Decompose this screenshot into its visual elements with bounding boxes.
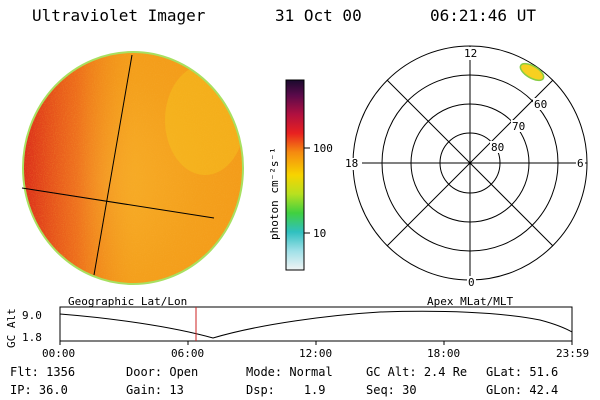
lat-label-60: 60 xyxy=(534,98,547,111)
status-gc-alt: GC Alt: 2.4 Re xyxy=(366,366,467,378)
status-mode-label: Mode: xyxy=(246,365,283,379)
time-tick-2359: 23:59 xyxy=(556,347,589,360)
lat-label-70: 70 xyxy=(512,120,525,133)
status-mode-value: Normal xyxy=(289,365,333,379)
colorbar: 100 10 photon cm⁻²s⁻¹ xyxy=(268,79,333,271)
status-glat-label: GLat: xyxy=(486,365,523,379)
time-tick-0600: 06:00 xyxy=(171,347,204,360)
altitude-curve xyxy=(59,310,573,339)
altitude-axis-label: GC Alt xyxy=(5,308,18,348)
altitude-plot-frame xyxy=(59,306,573,342)
time-tick-1200: 12:00 xyxy=(299,347,332,360)
colorbar-tick-10: 10 xyxy=(313,227,326,240)
time-tick-0000: 00:00 xyxy=(42,347,75,360)
status-ip-value: 36.0 xyxy=(38,383,68,397)
status-ip: IP: 36.0 xyxy=(10,384,68,396)
instrument-title: Ultraviolet Imager xyxy=(32,6,206,25)
status-ip-label: IP: xyxy=(10,383,32,397)
status-flt-value: 1356 xyxy=(46,365,76,379)
altitude-tick-max: 9.0 xyxy=(22,309,42,322)
meridian-line xyxy=(93,54,133,276)
parallel-line xyxy=(21,187,215,219)
apex-mode-label: Apex MLat/MLT xyxy=(427,295,514,308)
colorbar-gradient xyxy=(285,79,305,271)
status-dsp-value: 1.9 xyxy=(303,383,326,397)
status-gc-alt-label: GC Alt: xyxy=(366,365,417,379)
status-door-value: Open xyxy=(169,365,199,379)
time-tick-1800: 18:00 xyxy=(427,347,460,360)
colorbar-tick-100: 100 xyxy=(313,142,333,155)
status-glon-label: GLon: xyxy=(486,383,523,397)
lat-label-80: 80 xyxy=(491,141,504,154)
status-door: Door: Open xyxy=(126,366,198,378)
status-dsp-label: Dsp: xyxy=(246,383,275,397)
auroral-blob xyxy=(519,62,545,82)
status-flt: Flt: 1356 xyxy=(10,366,75,378)
altitude-tick-min: 1.8 xyxy=(22,331,42,344)
status-gain-label: Gain: xyxy=(126,383,163,397)
disk-limb xyxy=(22,51,244,285)
date-label: 31 Oct 00 xyxy=(275,6,362,25)
mlt-label-18: 18 xyxy=(345,157,358,170)
status-gc-alt-value: 2.4 Re xyxy=(423,365,468,379)
status-flt-label: Flt: xyxy=(10,365,39,379)
status-door-label: Door: xyxy=(126,365,163,379)
status-seq: Seq: 30 xyxy=(366,384,417,396)
mlt-label-0: 0 xyxy=(468,276,475,289)
status-mode: Mode: Normal xyxy=(246,366,333,378)
mlt-label-6: 6 xyxy=(577,157,584,170)
status-dsp: Dsp: 1.9 xyxy=(246,384,326,396)
time-label: 06:21:46 UT xyxy=(430,6,536,25)
status-gain-value: 13 xyxy=(169,383,184,397)
status-glon-value: 42.4 xyxy=(529,383,559,397)
mlt-label-12: 12 xyxy=(464,47,477,60)
status-seq-value: 30 xyxy=(402,383,417,397)
status-glat: GLat: 51.6 xyxy=(486,366,558,378)
status-glon: GLon: 42.4 xyxy=(486,384,558,396)
polar-plot: 12 18 6 0 60 70 80 xyxy=(344,45,588,289)
status-seq-label: Seq: xyxy=(366,383,395,397)
geographic-mode-label: Geographic Lat/Lon xyxy=(68,295,188,308)
uv-disk-image xyxy=(21,51,244,285)
status-glat-value: 51.6 xyxy=(529,365,559,379)
colorbar-unit-label: photon cm⁻²s⁻¹ xyxy=(268,147,281,240)
status-gain: Gain: 13 xyxy=(126,384,184,396)
altitude-timeline: GC Alt 9.0 1.8 00:00 06:00 12:00 18:00 2… xyxy=(5,306,589,360)
